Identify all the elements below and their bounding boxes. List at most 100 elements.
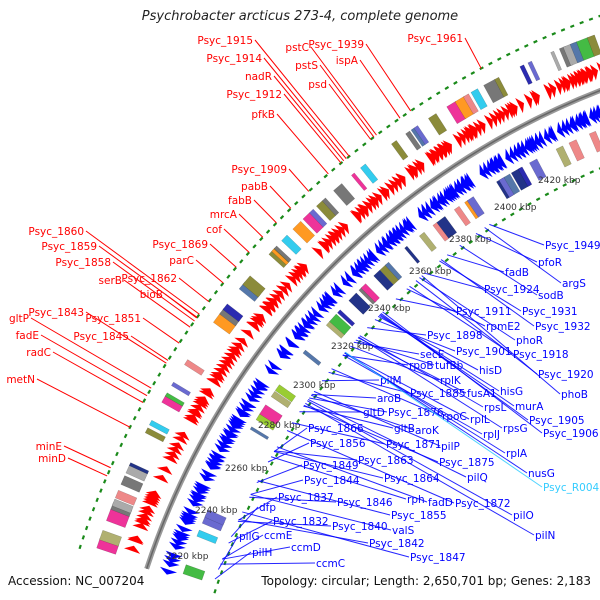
gc-skew-dot-outer xyxy=(137,407,142,412)
gc-skew-dot-outer xyxy=(259,236,264,242)
kbp-tick-label: 2400 kbp xyxy=(494,203,537,213)
forward-gene-arrow xyxy=(334,225,346,238)
reverse-gene-label: fusA1 xyxy=(467,388,497,400)
forward-gene-arrow xyxy=(376,188,388,202)
gc-skew-dot-outer xyxy=(369,136,375,141)
forward-gene-arrow xyxy=(206,378,221,388)
forward-gene-arrow xyxy=(234,337,249,348)
forward-gene-label: Psyc_1915 xyxy=(197,35,253,47)
kbp-tick-label: 2280 kbp xyxy=(258,421,301,431)
gc-skew-dot-outer xyxy=(402,112,407,118)
accession-text: Accession: NC_007204 xyxy=(8,574,145,588)
forward-gene-label: Psyc_1869 xyxy=(152,239,208,251)
gc-skew-dot-outer xyxy=(394,118,399,123)
forward-gene-arrow xyxy=(162,455,178,465)
forward-gene-arrow xyxy=(596,61,600,72)
cog-feature-block-outer xyxy=(120,475,144,493)
reverse-gene-label: pilG xyxy=(239,531,260,543)
forward-gene-label: Psyc_1845 xyxy=(73,331,129,343)
gc-skew-dot-inner xyxy=(510,212,515,217)
forward-gene-arrow xyxy=(168,442,184,452)
reverse-label-leader xyxy=(270,456,407,500)
forward-gene-label: Psyc_1909 xyxy=(231,164,287,176)
gc-skew-dot-inner xyxy=(234,532,239,538)
cog-feature-block-inner xyxy=(453,205,471,227)
cog-feature-block-outer xyxy=(483,78,505,104)
forward-gene-label: parC xyxy=(169,255,194,267)
forward-gene-arrow xyxy=(560,76,570,92)
forward-label-leader xyxy=(253,199,277,224)
reverse-gene-arrow xyxy=(235,407,251,418)
forward-gene-arrow xyxy=(414,159,425,174)
cog-feature-block-outer xyxy=(171,381,191,397)
forward-label-leader xyxy=(209,243,237,268)
reverse-gene-label: phoR xyxy=(516,335,543,347)
gc-skew-dot-outer xyxy=(598,14,600,18)
reverse-label-leader xyxy=(475,233,538,263)
forward-gene-arrow xyxy=(368,195,379,209)
reverse-label-leader xyxy=(440,259,535,327)
gc-skew-dot-inner xyxy=(436,264,442,269)
reverse-gene-arrow xyxy=(195,480,212,490)
gc-skew-dot-inner xyxy=(213,589,217,594)
forward-label-leader xyxy=(142,317,180,344)
cog-feature-block-outer xyxy=(96,537,120,555)
reverse-gene-arrow xyxy=(583,109,592,127)
reverse-gene-label: ccmC xyxy=(316,558,345,570)
forward-gene-arrow xyxy=(137,508,154,518)
gc-skew-dot-outer xyxy=(81,535,86,540)
forward-gene-arrow xyxy=(223,352,238,363)
reverse-gene-arrow xyxy=(231,413,247,424)
forward-gene-arrow xyxy=(252,313,267,324)
gc-skew-dot-outer xyxy=(514,48,520,53)
forward-label-leader xyxy=(273,75,345,162)
reverse-label-leader xyxy=(214,551,252,580)
cog-feature-block-outer xyxy=(316,200,337,222)
cog-feature-block-inner xyxy=(329,313,352,336)
cog-feature-block-inner xyxy=(337,309,356,327)
reverse-gene-label: rplK xyxy=(440,375,462,387)
forward-gene-arrow xyxy=(483,114,493,130)
gc-skew-dot-outer xyxy=(497,57,502,61)
gc-skew-dot-inner xyxy=(468,240,474,245)
reverse-label-leader xyxy=(321,379,380,382)
forward-gene-arrow xyxy=(172,436,188,445)
gc-skew-dot-outer xyxy=(245,251,251,257)
gc-skew-dot-inner xyxy=(269,461,274,466)
gc-skew-dot-outer xyxy=(132,415,137,421)
forward-gene-arrow xyxy=(317,241,330,254)
gc-skew-dot-outer xyxy=(88,516,92,521)
forward-gene-arrow xyxy=(361,200,373,214)
forward-gene-label: serB xyxy=(99,275,122,287)
cog-feature-block-outer xyxy=(550,50,562,72)
reverse-gene-arrow xyxy=(245,392,261,402)
gc-skew-dot-inner xyxy=(501,217,507,222)
reverse-label-leader xyxy=(374,319,456,352)
forward-gene-label: metN xyxy=(6,374,35,386)
gc-skew-dot-outer xyxy=(178,338,183,344)
reverse-gene-label: rpsG xyxy=(503,423,528,435)
gc-skew-dot-outer xyxy=(213,290,219,295)
forward-gene-label: Psyc_1851 xyxy=(85,313,141,325)
forward-gene-arrow xyxy=(240,329,254,340)
cog-feature-block-outer xyxy=(470,88,488,111)
reverse-gene-arrow xyxy=(344,270,358,284)
gc-skew-dot-inner xyxy=(285,435,290,441)
cog-feature-block-inner xyxy=(404,245,421,264)
forward-gene-arrow xyxy=(193,398,209,408)
forward-gene-arrow xyxy=(246,321,260,332)
forward-gene-label: bioB xyxy=(140,289,163,301)
forward-gene-arrow xyxy=(134,518,150,527)
forward-gene-arrow xyxy=(531,90,540,106)
forward-gene-arrow xyxy=(476,119,486,134)
gc-skew-dot-outer xyxy=(99,488,103,493)
gc-skew-dot-inner xyxy=(429,270,434,275)
reverse-gene-label: valS xyxy=(392,525,415,537)
reverse-gene-label: Psyc_1866 xyxy=(308,423,364,435)
forward-gene-label: radC xyxy=(26,347,51,359)
gc-skew-dot-outer xyxy=(294,201,299,206)
reverse-gene-arrow xyxy=(168,541,186,550)
gc-skew-dot-outer xyxy=(551,31,557,36)
cog-feature-block-outer xyxy=(586,34,600,57)
forward-gene-arrow xyxy=(573,71,582,87)
